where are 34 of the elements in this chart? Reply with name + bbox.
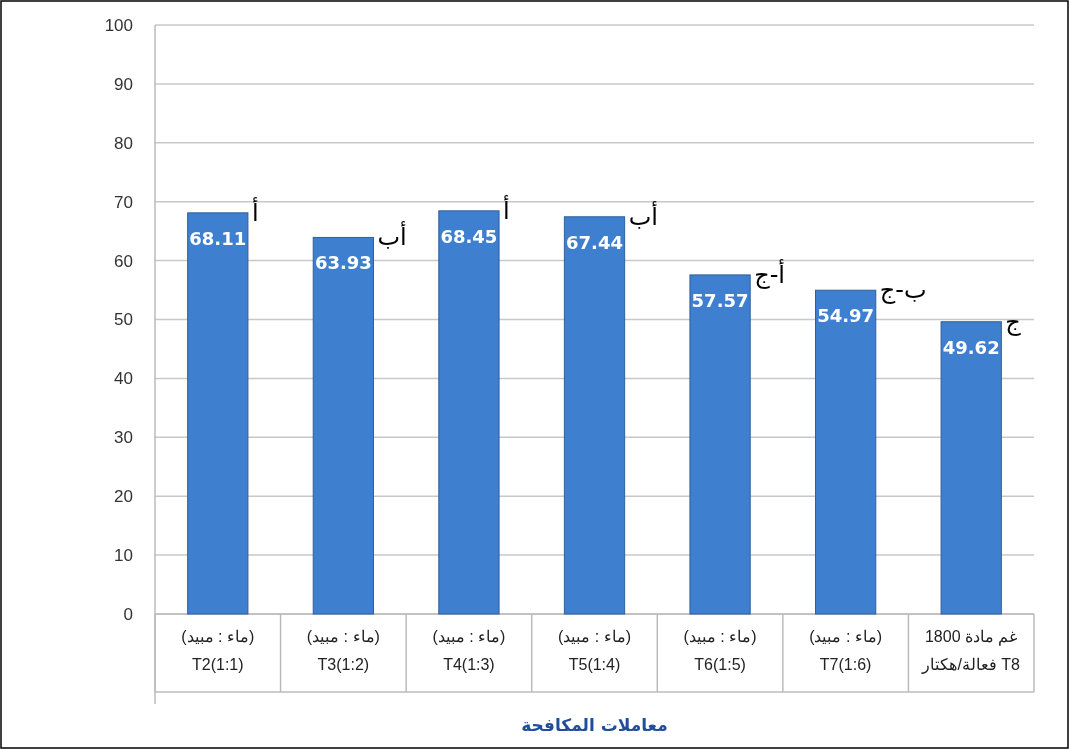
y-tick-label: 60 — [114, 251, 133, 271]
annotation: أب — [628, 200, 658, 231]
bar — [689, 274, 751, 615]
y-tick-label: 20 — [114, 487, 133, 507]
data-label: 63.93 — [314, 252, 372, 274]
y-tick-label: 70 — [114, 192, 133, 212]
bar — [940, 321, 1002, 615]
data-label: 67.44 — [566, 231, 623, 253]
annotation: ج — [1005, 307, 1022, 336]
data-label: 68.45 — [440, 225, 498, 247]
annotation: أب — [377, 221, 407, 252]
y-tick-label: 90 — [114, 74, 133, 94]
bar — [312, 236, 374, 615]
bar — [187, 212, 249, 615]
annotation: أ — [251, 196, 259, 227]
annotation: ب-ج — [879, 276, 927, 305]
x-axis-title: معاملات المكافحة — [521, 715, 668, 735]
data-label: 49.62 — [942, 336, 1000, 358]
bar — [438, 210, 500, 615]
x-tick-label: 1800 غم مادة فعالة/هكتار T8 — [921, 628, 1021, 674]
y-tick-label: 0 — [123, 604, 133, 624]
bar — [815, 289, 877, 615]
y-tick-label: 80 — [114, 133, 133, 153]
y-tick-label: 40 — [114, 369, 133, 389]
data-label: 54.97 — [817, 305, 875, 327]
y-tick-label: 10 — [114, 546, 133, 566]
bar — [563, 216, 626, 615]
y-tick-label: 50 — [114, 310, 133, 330]
data-label: 68.11 — [189, 227, 247, 249]
y-tick-label: 100 — [104, 15, 133, 35]
annotation: أ-ج — [754, 258, 786, 289]
data-label: 57.57 — [691, 289, 749, 311]
y-tick-label: 30 — [114, 428, 133, 448]
annotation: أ — [503, 194, 510, 225]
